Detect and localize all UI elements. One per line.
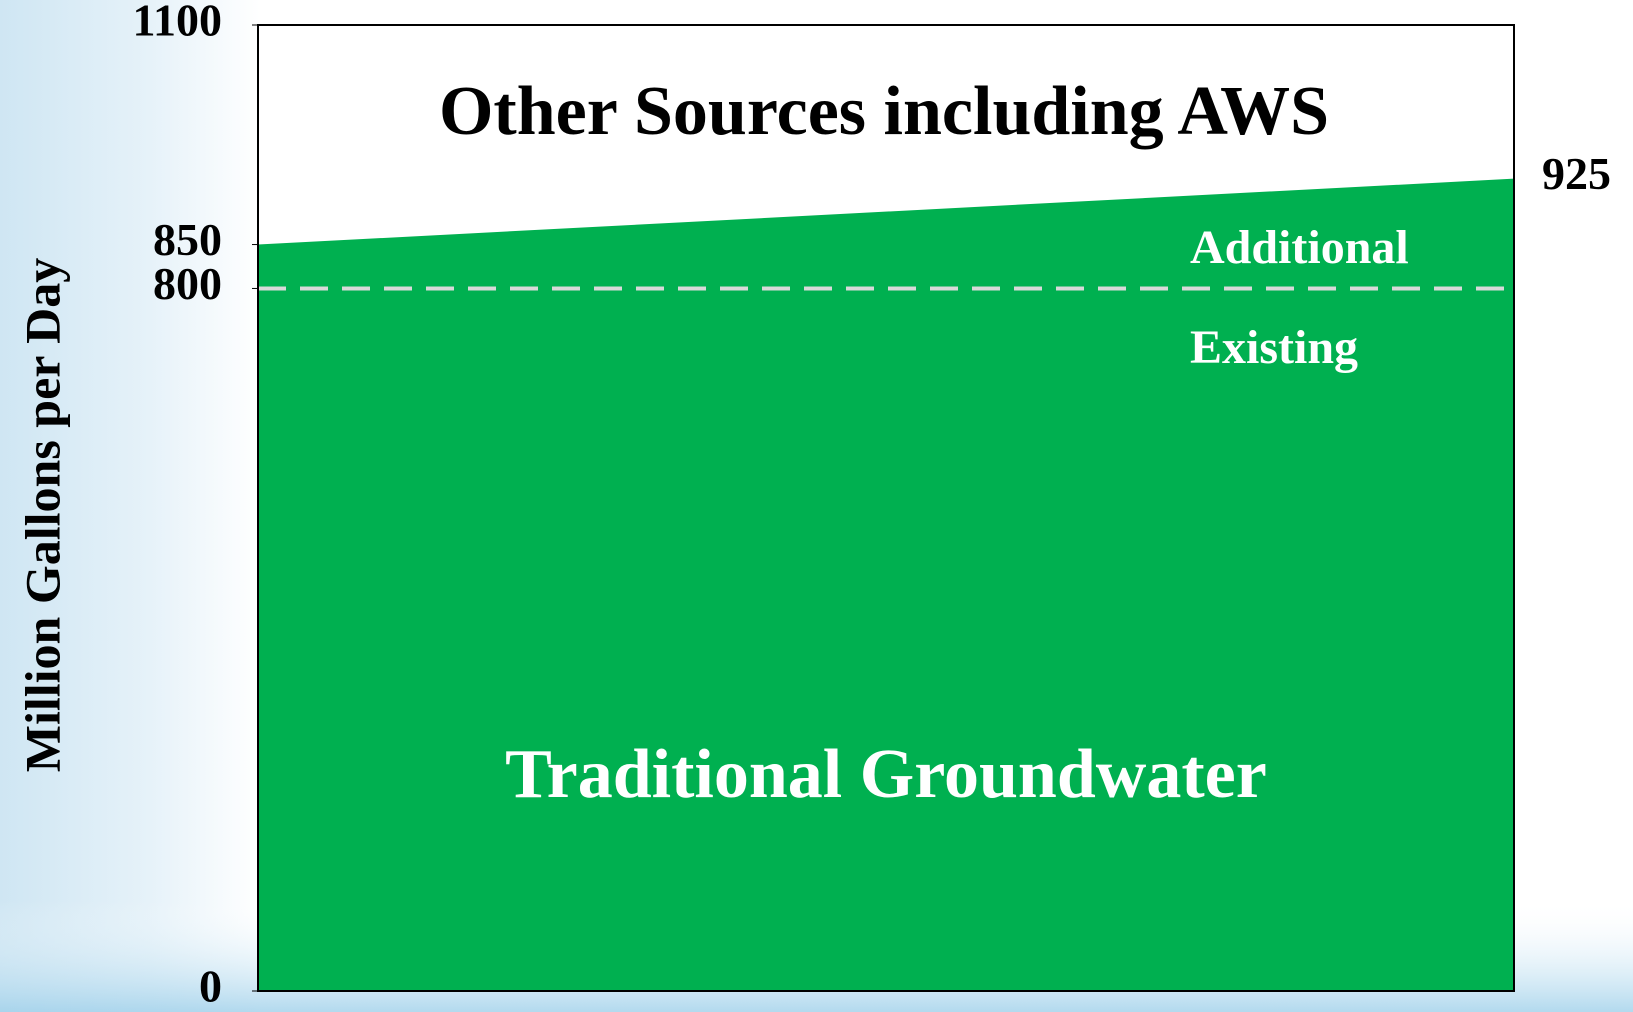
y-axis-label: Million Gallons per Day [14,258,70,772]
y-tick-label: 850 [153,214,222,265]
chart: Million Gallons per Day 925 Traditional G… [0,0,1633,1012]
page: Million Gallons per Day 925 Traditional G… [0,0,1633,1012]
annotation: Additional [1190,221,1409,274]
y-tick-label: 0 [199,961,222,1012]
area [258,179,1514,991]
y-tick-label: 800 [153,258,222,309]
series-label: Traditional Groundwater [505,736,1267,813]
annotation: Existing [1190,321,1358,374]
y-tick-label: 1100 [133,0,222,46]
annotation: Other Sources including AWS [439,73,1329,150]
end-value-label: 925 [1542,148,1611,199]
